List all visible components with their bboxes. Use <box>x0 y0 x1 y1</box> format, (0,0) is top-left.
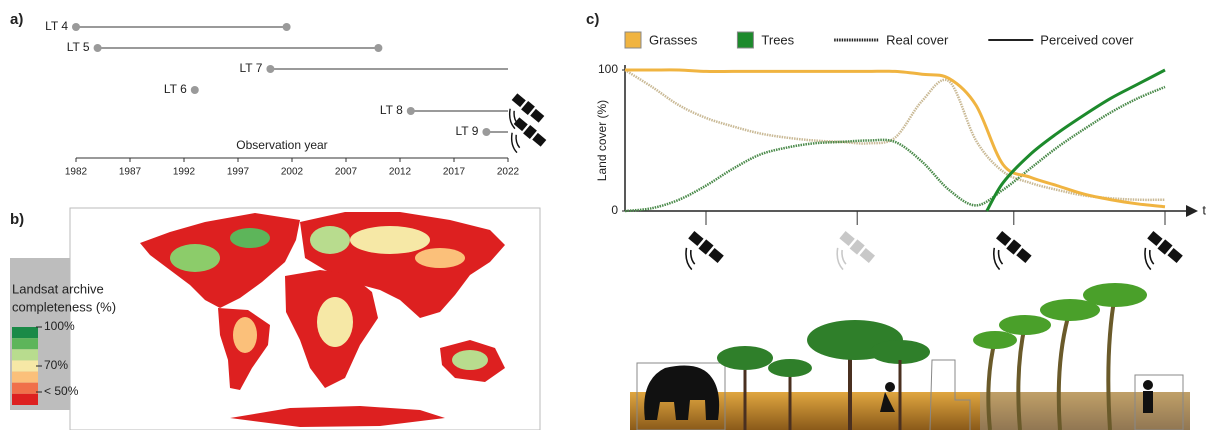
mission-start <box>191 86 199 94</box>
mission-start <box>72 23 80 31</box>
solar-panel <box>996 231 1011 246</box>
legend-tick-label: 100% <box>44 319 75 333</box>
solar-panel <box>688 231 703 246</box>
color-swatch <box>12 349 38 360</box>
mission-label: LT 4 <box>45 19 68 33</box>
mission-start <box>94 44 102 52</box>
landscape-illustration <box>630 283 1190 430</box>
mission-end <box>283 23 291 31</box>
x-tick-label: 1997 <box>227 167 250 178</box>
mission-start <box>266 65 274 73</box>
legend-label: Perceived cover <box>1040 32 1134 47</box>
satellite-icon <box>674 230 724 280</box>
cover-line <box>987 70 1165 211</box>
cover-line <box>625 70 1165 200</box>
legend-tick-label: < 50% <box>44 384 79 398</box>
signal <box>829 247 852 270</box>
panel-label: a) <box>10 11 23 28</box>
x-axis-arrow <box>1186 205 1198 217</box>
color-swatch <box>12 327 38 338</box>
x-axis-label: t <box>1202 202 1206 217</box>
legend-label: Trees <box>761 32 794 47</box>
x-tick-label: 1987 <box>119 167 142 178</box>
legend-tick-label: 70% <box>44 358 68 372</box>
figure: a) 1982 1987 1992 1997 2002 2007 2012 2017 2022 Ob… <box>0 0 1206 430</box>
color-swatch <box>12 383 38 394</box>
x-tick-label: 2007 <box>335 167 358 178</box>
satellite-icon <box>826 230 876 280</box>
mission-label: LT 9 <box>455 124 478 138</box>
panel-label: b) <box>10 211 24 228</box>
satellite-icon <box>501 116 547 161</box>
axis-label: Observation year <box>236 138 327 152</box>
solar-panel <box>512 93 526 107</box>
solar-panel <box>530 109 544 123</box>
x-tick-label: 2022 <box>497 167 520 178</box>
signal <box>678 247 701 270</box>
solar-panel <box>860 248 875 263</box>
signal <box>504 132 525 153</box>
color-swatch <box>12 372 38 383</box>
x-tick-label: 1982 <box>65 167 88 178</box>
solar-panel <box>1147 231 1162 246</box>
legend-swatch <box>625 32 641 48</box>
mission-label: LT 5 <box>67 40 90 54</box>
signal <box>1137 247 1160 270</box>
solar-panel <box>1016 248 1031 263</box>
y-tick-label: 100 <box>598 62 618 76</box>
color-swatch <box>12 338 38 349</box>
x-tick-label: 2012 <box>389 167 412 178</box>
solar-panel <box>532 133 546 147</box>
signal <box>986 247 1009 270</box>
x-tick-label: 1992 <box>173 167 196 178</box>
legend-title: completeness (%) <box>12 299 116 314</box>
mission-start <box>407 107 415 115</box>
solar-panel <box>1167 248 1182 263</box>
y-axis-label: Land cover (%) <box>595 100 609 181</box>
solar-panel <box>708 248 723 263</box>
cover-line <box>625 87 1165 211</box>
satellite-icon <box>1133 230 1183 280</box>
x-tick-label: 2017 <box>443 167 466 178</box>
legend-swatch <box>737 32 753 48</box>
mission-label: LT 6 <box>164 82 187 96</box>
legend-label: Real cover <box>886 32 949 47</box>
solar-panel <box>839 231 854 246</box>
y-tick-label: 0 <box>611 203 618 217</box>
x-tick-label: 2002 <box>281 167 304 178</box>
color-swatch <box>12 360 38 371</box>
mission-label: LT 7 <box>239 61 262 75</box>
legend-label: Grasses <box>649 32 698 47</box>
mission-label: LT 8 <box>380 103 403 117</box>
mission-end <box>374 44 382 52</box>
legend-title: Landsat archive <box>12 281 104 296</box>
panel-label: c) <box>586 11 599 28</box>
mission-start <box>482 128 490 136</box>
color-swatch <box>12 394 38 405</box>
satellite-icon <box>982 230 1032 280</box>
